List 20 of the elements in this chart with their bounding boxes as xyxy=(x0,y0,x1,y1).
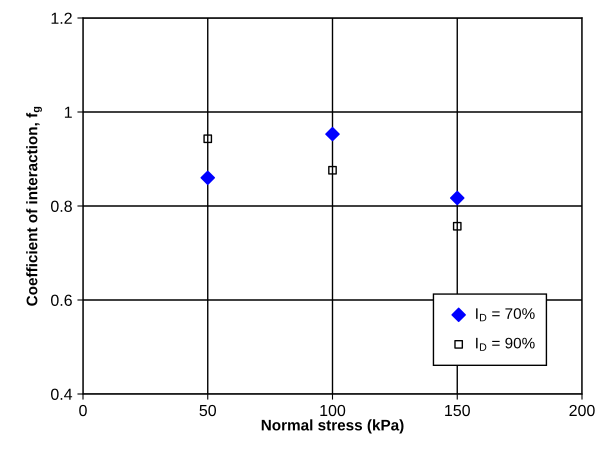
point xyxy=(200,170,216,186)
x-axis-title: Normal stress (kPa) xyxy=(262,419,404,434)
point xyxy=(452,222,462,231)
x-tick-label: 50 xyxy=(200,404,216,416)
y-tick-label: 1.2 xyxy=(52,12,72,24)
y-tick-label: 0.4 xyxy=(51,388,72,400)
x-tick-label: 0 xyxy=(79,404,87,416)
x-tick-label: 100 xyxy=(320,404,346,416)
y-tick-label: 0.8 xyxy=(51,200,72,212)
y-axis-title: Coefficient of interaction, f$_{g}$ xyxy=(26,106,42,306)
legend-label: I$_{D}$ = 90% xyxy=(476,338,535,351)
point xyxy=(203,134,212,144)
point xyxy=(328,166,337,175)
x-tick-label: 150 xyxy=(445,404,470,416)
x-tick-label: 200 xyxy=(569,404,595,416)
y-tick-label: 1 xyxy=(64,106,72,118)
y-tick-label: 0.6 xyxy=(51,294,72,306)
legend-label: I$_{D}$ = 70% xyxy=(476,308,535,322)
point xyxy=(325,126,340,142)
point xyxy=(450,190,465,206)
